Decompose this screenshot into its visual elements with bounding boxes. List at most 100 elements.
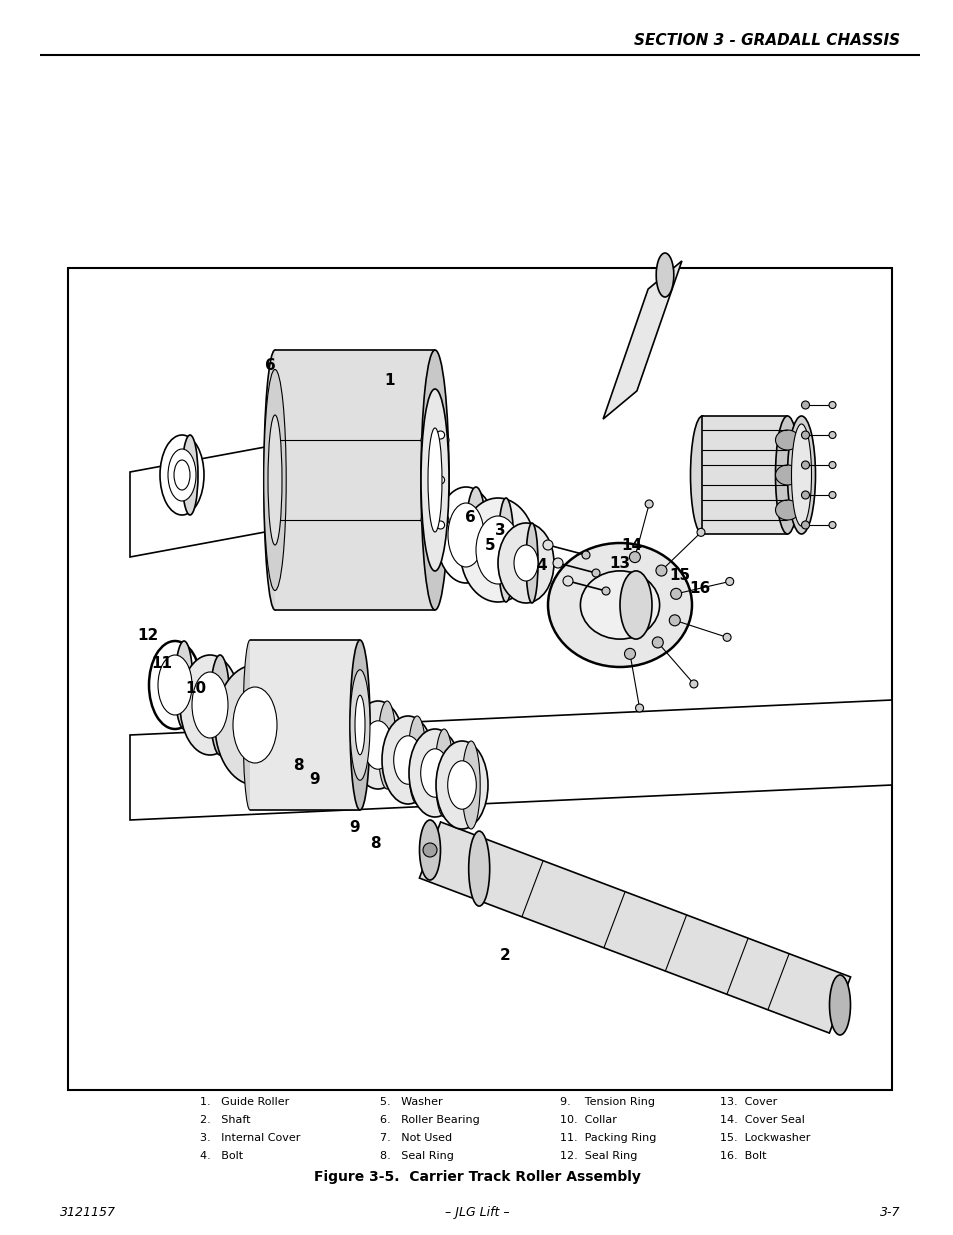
Ellipse shape bbox=[786, 416, 815, 534]
Circle shape bbox=[828, 401, 835, 409]
Circle shape bbox=[828, 521, 835, 529]
Ellipse shape bbox=[243, 640, 256, 810]
Text: – JLG Lift –: – JLG Lift – bbox=[444, 1207, 509, 1219]
Ellipse shape bbox=[419, 820, 440, 881]
Ellipse shape bbox=[459, 498, 536, 601]
Circle shape bbox=[629, 552, 639, 563]
Bar bbox=[701, 416, 786, 534]
Ellipse shape bbox=[775, 466, 799, 485]
Text: 5: 5 bbox=[484, 537, 495, 552]
Ellipse shape bbox=[435, 729, 453, 818]
Polygon shape bbox=[419, 823, 850, 1032]
Text: 6: 6 bbox=[464, 510, 475, 525]
Text: 3121157: 3121157 bbox=[60, 1207, 116, 1219]
Ellipse shape bbox=[264, 350, 286, 610]
Circle shape bbox=[592, 569, 599, 577]
Ellipse shape bbox=[420, 350, 449, 610]
Circle shape bbox=[828, 462, 835, 468]
Ellipse shape bbox=[420, 748, 449, 798]
Ellipse shape bbox=[447, 761, 476, 809]
Ellipse shape bbox=[428, 429, 441, 532]
Ellipse shape bbox=[182, 435, 198, 515]
Ellipse shape bbox=[525, 522, 537, 603]
Circle shape bbox=[422, 844, 436, 857]
Text: 15.  Lockwasher: 15. Lockwasher bbox=[720, 1132, 809, 1144]
Ellipse shape bbox=[420, 432, 449, 448]
Ellipse shape bbox=[497, 522, 554, 603]
Text: 12: 12 bbox=[137, 627, 158, 642]
Circle shape bbox=[670, 588, 680, 599]
Text: 8.   Seal Ring: 8. Seal Ring bbox=[379, 1151, 454, 1161]
Ellipse shape bbox=[409, 729, 460, 818]
Text: 2: 2 bbox=[499, 947, 510, 962]
Ellipse shape bbox=[173, 459, 190, 490]
Circle shape bbox=[669, 615, 679, 626]
Ellipse shape bbox=[149, 641, 201, 729]
Text: 1.   Guide Roller: 1. Guide Roller bbox=[200, 1097, 289, 1107]
Ellipse shape bbox=[160, 435, 204, 515]
Ellipse shape bbox=[547, 543, 691, 667]
Ellipse shape bbox=[158, 655, 192, 715]
Polygon shape bbox=[130, 700, 891, 820]
Circle shape bbox=[801, 401, 809, 409]
Polygon shape bbox=[602, 261, 681, 419]
Ellipse shape bbox=[791, 424, 811, 526]
Bar bbox=[274, 350, 435, 610]
Ellipse shape bbox=[214, 664, 294, 785]
Text: 5.   Washer: 5. Washer bbox=[379, 1097, 442, 1107]
Text: 16.  Bolt: 16. Bolt bbox=[720, 1151, 765, 1161]
Circle shape bbox=[722, 634, 730, 641]
Ellipse shape bbox=[436, 487, 496, 583]
Text: 4: 4 bbox=[537, 557, 547, 573]
Circle shape bbox=[553, 558, 562, 568]
Circle shape bbox=[697, 529, 704, 536]
Polygon shape bbox=[130, 415, 437, 557]
Text: 16: 16 bbox=[689, 580, 710, 595]
Ellipse shape bbox=[268, 415, 282, 545]
Text: SECTION 3 - GRADALL CHASSIS: SECTION 3 - GRADALL CHASSIS bbox=[633, 32, 899, 47]
Text: 2.   Shaft: 2. Shaft bbox=[200, 1115, 251, 1125]
Text: 8: 8 bbox=[370, 836, 380, 851]
Ellipse shape bbox=[210, 655, 230, 755]
Ellipse shape bbox=[264, 369, 286, 590]
Ellipse shape bbox=[461, 741, 479, 829]
Ellipse shape bbox=[619, 571, 651, 638]
Circle shape bbox=[581, 551, 589, 559]
Ellipse shape bbox=[408, 716, 426, 804]
Ellipse shape bbox=[775, 430, 799, 450]
Text: 3.   Internal Cover: 3. Internal Cover bbox=[200, 1132, 300, 1144]
Ellipse shape bbox=[476, 516, 519, 584]
Circle shape bbox=[801, 492, 809, 499]
Ellipse shape bbox=[168, 450, 195, 501]
Circle shape bbox=[562, 576, 573, 585]
Text: 9.    Tension Ring: 9. Tension Ring bbox=[559, 1097, 655, 1107]
Text: 15: 15 bbox=[669, 568, 690, 583]
Text: 6: 6 bbox=[264, 357, 275, 373]
Text: 9: 9 bbox=[350, 820, 360, 835]
Circle shape bbox=[542, 540, 553, 550]
Ellipse shape bbox=[497, 498, 514, 601]
Text: 1: 1 bbox=[384, 373, 395, 388]
Circle shape bbox=[436, 475, 444, 484]
Circle shape bbox=[801, 431, 809, 438]
Circle shape bbox=[436, 521, 444, 529]
Text: 11.  Packing Ring: 11. Packing Ring bbox=[559, 1132, 656, 1144]
Ellipse shape bbox=[828, 974, 850, 1035]
Ellipse shape bbox=[420, 513, 449, 529]
Bar bbox=[68, 268, 891, 1091]
Ellipse shape bbox=[192, 672, 228, 739]
Ellipse shape bbox=[355, 695, 365, 755]
Text: 13.  Cover: 13. Cover bbox=[720, 1097, 777, 1107]
Text: 10.  Collar: 10. Collar bbox=[559, 1115, 617, 1125]
Text: 3: 3 bbox=[495, 522, 505, 537]
Ellipse shape bbox=[579, 571, 659, 638]
Ellipse shape bbox=[690, 416, 714, 534]
Circle shape bbox=[801, 521, 809, 529]
Ellipse shape bbox=[254, 664, 283, 785]
Text: 11: 11 bbox=[152, 656, 172, 671]
Ellipse shape bbox=[436, 741, 488, 829]
Ellipse shape bbox=[465, 487, 485, 583]
Circle shape bbox=[689, 680, 698, 688]
Text: 7.   Not Used: 7. Not Used bbox=[379, 1132, 452, 1144]
Circle shape bbox=[601, 587, 609, 595]
